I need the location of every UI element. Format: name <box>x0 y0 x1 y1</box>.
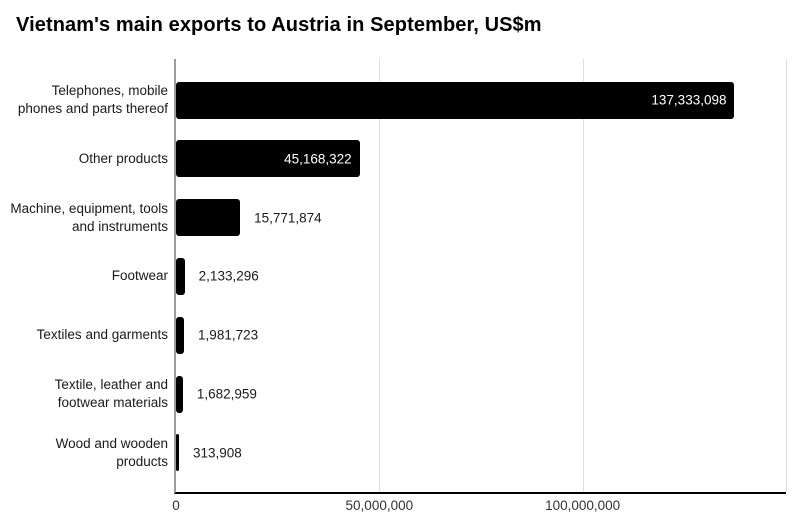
gridline <box>379 59 381 492</box>
value-label-6: 313,908 <box>193 445 242 461</box>
x-tick-label: 100,000,000 <box>545 498 621 513</box>
category-label-0: Telephones, mobile phones and parts ther… <box>17 83 168 116</box>
x-tick-label: 0 <box>172 498 180 513</box>
bar-0 <box>176 81 735 119</box>
category-label-2: Machine, equipment, tools and instrument… <box>10 200 168 234</box>
category-label-3: Footwear <box>111 268 168 284</box>
gridline <box>582 59 584 492</box>
gridline <box>786 59 787 492</box>
chart-title: Vietnam's main exports to Austria in Sep… <box>16 14 542 36</box>
category-label-5: Textile, leather and footwear materials <box>54 377 168 410</box>
plot-area: 137,333,098 45,168,322 15,771,874 2,133,296… <box>174 59 787 494</box>
bar-3 <box>176 257 185 295</box>
bar-5 <box>176 375 183 413</box>
x-axis-ticks: 0 50,000,000 100,000,000 <box>0 498 802 518</box>
value-label-2: 15,771,874 <box>254 210 322 226</box>
value-label-0: 137,333,098 <box>651 92 727 108</box>
bar-4 <box>176 316 185 354</box>
bar-1 <box>176 140 360 178</box>
bar-6 <box>176 434 179 472</box>
x-tick-label: 50,000,000 <box>345 498 414 513</box>
category-label-6: Wood and wooden products <box>55 435 168 469</box>
value-label-5: 1,682,959 <box>196 386 257 402</box>
category-label-4: Textiles and garments <box>36 327 168 343</box>
category-label-1: Other products <box>78 150 168 166</box>
value-label-1: 45,168,322 <box>284 151 352 167</box>
value-label-4: 1,981,723 <box>198 327 259 343</box>
value-label-3: 2,133,296 <box>198 268 259 284</box>
bar-2 <box>176 199 241 237</box>
